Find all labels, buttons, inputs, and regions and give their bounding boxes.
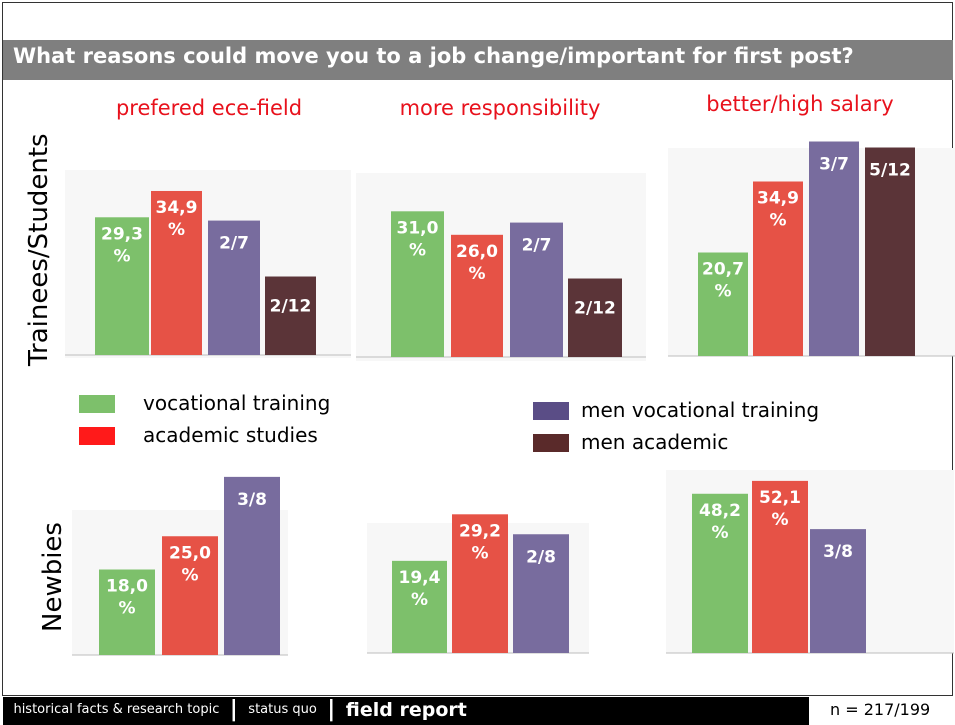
bar-data-label: 25,0 xyxy=(169,543,211,563)
bar-data-label: % xyxy=(409,240,426,260)
legend-label-men-academic: men academic xyxy=(581,430,729,454)
bar-academic xyxy=(162,536,218,655)
bar-data-label: 18,0 xyxy=(106,577,148,597)
slide-title: What reasons could move you to a job cha… xyxy=(13,44,854,68)
bar-men-vocational xyxy=(224,476,280,655)
bar-data-label: % xyxy=(168,220,185,240)
bar-data-label: % xyxy=(711,523,728,543)
bar-vocational xyxy=(698,252,748,356)
bar-data-label: % xyxy=(113,246,130,266)
bar-data-label: % xyxy=(769,211,786,231)
legend-label-vocational: vocational training xyxy=(143,391,331,415)
bar-data-label: 19,4 xyxy=(399,568,441,588)
legend-swatch-men-academic xyxy=(533,434,569,452)
bar-data-label: % xyxy=(714,282,731,302)
bar-vocational xyxy=(95,217,149,355)
footer-historical: historical facts & research topic xyxy=(13,702,220,717)
bar-data-label: % xyxy=(771,510,788,530)
footer-status-quo: status quo xyxy=(248,702,317,717)
bar-data-label: 2/8 xyxy=(526,547,556,567)
bar-data-label: 31,0 xyxy=(397,218,439,238)
bar-men-vocational xyxy=(809,141,859,356)
bar-data-label: 2/7 xyxy=(219,234,249,254)
footer-sample-size: n = 217/199 xyxy=(830,700,931,719)
legend-swatch-academic xyxy=(79,427,115,445)
bar-academic xyxy=(451,234,503,357)
bar-vocational xyxy=(392,560,447,653)
bar-academic xyxy=(752,480,808,653)
footer-separator: | xyxy=(229,697,238,722)
bar-data-label: 5/12 xyxy=(869,161,911,181)
bar-data-label: 3/7 xyxy=(819,155,849,175)
bar-academic xyxy=(753,181,803,356)
bar-vocational xyxy=(99,569,155,655)
bar-data-label: 2/12 xyxy=(574,299,616,319)
footer-separator: | xyxy=(327,697,336,722)
bar-men-vocational xyxy=(208,220,260,355)
panel-title-salary: better/high salary xyxy=(706,92,894,116)
panel-title-ece-field: prefered ece-field xyxy=(115,96,303,120)
bar-data-label: % xyxy=(181,565,198,585)
legend-label-academic: academic studies xyxy=(143,423,318,447)
bar-academic xyxy=(151,190,202,355)
bar-data-label: 48,2 xyxy=(699,501,741,521)
bar-men-vocational xyxy=(510,222,563,357)
bar-data-label: 29,3 xyxy=(101,224,143,244)
legend-label-men-vocational: men vocational training xyxy=(581,398,820,422)
legend-swatch-vocational xyxy=(79,395,115,413)
footer-field-report: field report xyxy=(345,698,467,721)
bar-data-label: % xyxy=(471,543,488,563)
bar-data-label: 34,9 xyxy=(156,198,198,218)
bar-academic xyxy=(452,514,508,653)
bar-data-label: 3/8 xyxy=(823,542,853,562)
title-bar: What reasons could move you to a job cha… xyxy=(3,40,953,80)
bar-data-label: 20,7 xyxy=(702,260,744,280)
bar-data-label: 34,9 xyxy=(757,189,799,209)
bar-men-academic xyxy=(568,278,622,357)
bar-vocational xyxy=(391,211,444,357)
bar-data-label: 52,1 xyxy=(759,488,801,508)
bar-data-label: % xyxy=(118,599,135,619)
bar-data-label: 26,0 xyxy=(456,242,498,262)
bar-data-label: 29,2 xyxy=(459,521,501,541)
bar-data-label: 2/12 xyxy=(270,297,312,317)
bar-men-academic xyxy=(865,147,915,356)
bar-men-vocational xyxy=(513,534,569,653)
legend-swatch-men-vocational xyxy=(533,402,569,420)
bar-data-label: 2/7 xyxy=(522,236,552,256)
bar-data-label: 3/8 xyxy=(237,490,267,510)
bar-data-label: % xyxy=(411,590,428,610)
panel-title-responsibility: more responsibility xyxy=(399,96,601,120)
bar-data-label: % xyxy=(468,264,485,284)
bar-men-academic xyxy=(265,276,316,355)
bar-vocational xyxy=(692,493,748,653)
footer-bar: historical facts & research topic | stat… xyxy=(3,697,809,725)
bar-men-vocational xyxy=(810,529,866,653)
